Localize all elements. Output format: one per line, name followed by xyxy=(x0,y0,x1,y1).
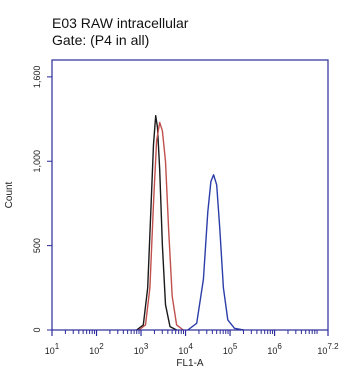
plot-area: 0 500 1,000 1,600 101 102 103 104 105 106 107.2 xyxy=(32,66,339,356)
plot-frame xyxy=(51,59,329,331)
x-tick-label: 102 xyxy=(89,342,104,356)
y-tick-label: 1,600 xyxy=(32,66,42,89)
series-line-1 xyxy=(135,115,178,331)
chart-title: E03 RAW intracellular xyxy=(52,15,189,31)
x-tick-label: 106 xyxy=(267,342,282,356)
y-tick-label: 500 xyxy=(32,238,42,253)
y-axis-label: Count xyxy=(4,181,15,208)
y-tick-label: 0 xyxy=(32,327,42,332)
chart-subtitle: Gate: (P4 in all) xyxy=(52,32,149,48)
x-tick-label: 103 xyxy=(134,342,149,356)
y-tick-label: 1,000 xyxy=(32,150,42,173)
x-axis-label: FL1-A xyxy=(176,358,204,369)
series-line-3 xyxy=(187,174,245,331)
x-tick-label: 105 xyxy=(223,342,238,356)
x-tick-label: 107.2 xyxy=(317,342,339,356)
x-tick-label: 101 xyxy=(45,342,60,356)
x-tick-label: 104 xyxy=(178,342,193,356)
series-line-2 xyxy=(138,121,184,331)
